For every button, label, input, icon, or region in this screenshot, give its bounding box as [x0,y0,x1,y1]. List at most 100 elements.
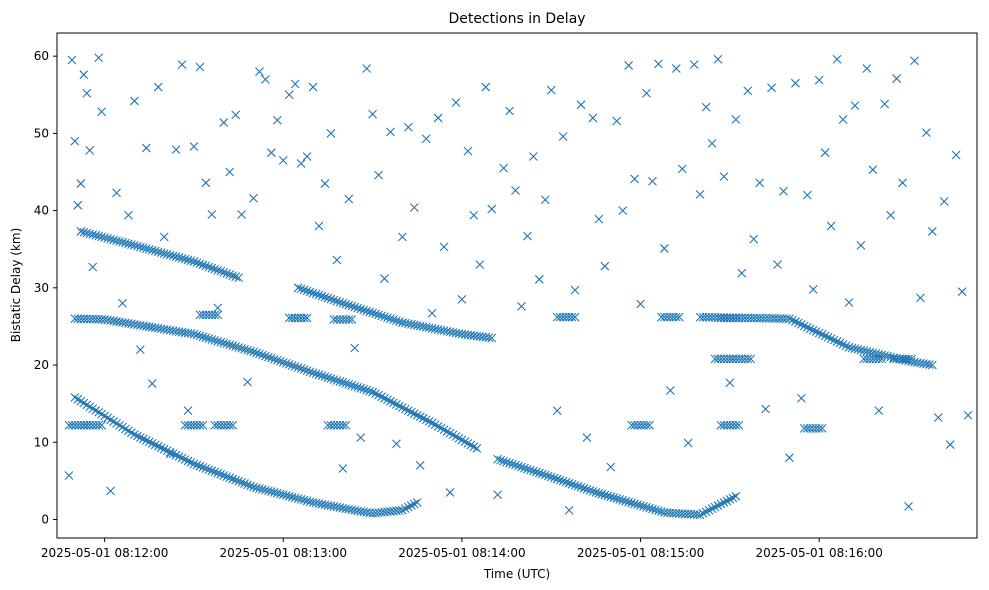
detection-point [493,490,503,500]
detection-point [255,67,264,76]
detection-point [874,406,884,415]
detection-point [523,231,532,241]
track-point [308,288,318,298]
track-point [782,314,791,324]
track-point [183,255,193,265]
track-point [174,452,184,461]
track-point [189,257,199,266]
detection-point [868,165,878,175]
track-point [371,389,380,398]
track-point [252,483,261,493]
track-point [201,333,211,343]
track-point [731,491,741,501]
track-point [150,440,160,450]
track-point [374,310,383,320]
detection-point [97,107,107,117]
detection-point [386,127,395,137]
track-point [526,465,535,475]
detection-point [374,170,383,180]
track-point [323,293,333,303]
track-point [600,490,610,500]
detection-point [332,255,342,265]
track-point [802,322,812,332]
track-point [517,462,526,472]
track-point [502,457,511,467]
track-point [246,346,255,356]
track-point [618,495,628,505]
cluster-point [344,315,354,324]
track-point [564,478,574,488]
track-point [127,240,136,249]
track-point [710,502,720,512]
track-point [311,369,321,379]
detection-point [505,106,514,116]
track-point [228,474,238,484]
detection-point [517,301,526,311]
track-point [183,456,193,466]
y-tick-label: 0 [41,512,49,526]
track-point [397,403,407,412]
detection-point [916,293,925,303]
track-point [210,467,220,477]
detection-point [73,200,83,210]
detection-point [421,134,431,144]
track-point [594,488,604,498]
track-point [287,361,297,370]
track-point [269,488,279,497]
track-point [258,484,267,494]
track-point [409,409,419,419]
track-point [130,240,139,250]
y-tick-label: 10 [34,435,49,449]
detection-point [201,178,211,188]
track-point [255,484,264,493]
track-point [311,289,321,299]
track-point [707,504,717,514]
detection-point [910,56,919,66]
detection-point [314,221,324,231]
track-point [243,480,252,490]
track-point [207,263,217,273]
detection-point [278,156,288,165]
track-point [189,459,199,469]
track-point [597,489,607,499]
track-point [106,234,115,244]
cluster-point [338,420,348,430]
track-point [832,337,842,346]
track-point [377,392,386,402]
x-tick-label: 2025-05-01 08:13:00 [220,546,347,560]
y-axis-label: Bistatic Delay (km) [9,228,23,343]
detection-point [749,234,759,244]
cluster-point [731,420,741,430]
cluster-point [195,420,205,430]
track-point [225,270,235,279]
track-point [609,493,619,503]
detection-point [171,145,181,154]
cluster-point [299,313,309,323]
track-point [216,266,226,276]
track-point [284,360,294,369]
track-point [165,250,175,260]
track-point [261,351,270,361]
track-point [630,499,639,509]
detection-point [921,128,931,137]
cluster-point [874,354,884,364]
detection-point [85,145,95,155]
track-point [493,454,503,464]
track-point [639,502,648,511]
detection-point [380,274,389,283]
track-point [338,378,348,387]
track-point [228,271,238,281]
track-point [808,325,818,335]
detection-point [761,404,770,414]
track-point [168,449,178,458]
track-point [198,462,208,472]
track-point [219,267,229,277]
detection-point [469,210,479,220]
track-point [231,272,241,282]
track-point [329,295,339,305]
track-point [371,309,380,319]
track-point [272,488,282,498]
track-point [326,294,336,304]
detection-point [546,85,556,95]
track-point [573,481,583,491]
